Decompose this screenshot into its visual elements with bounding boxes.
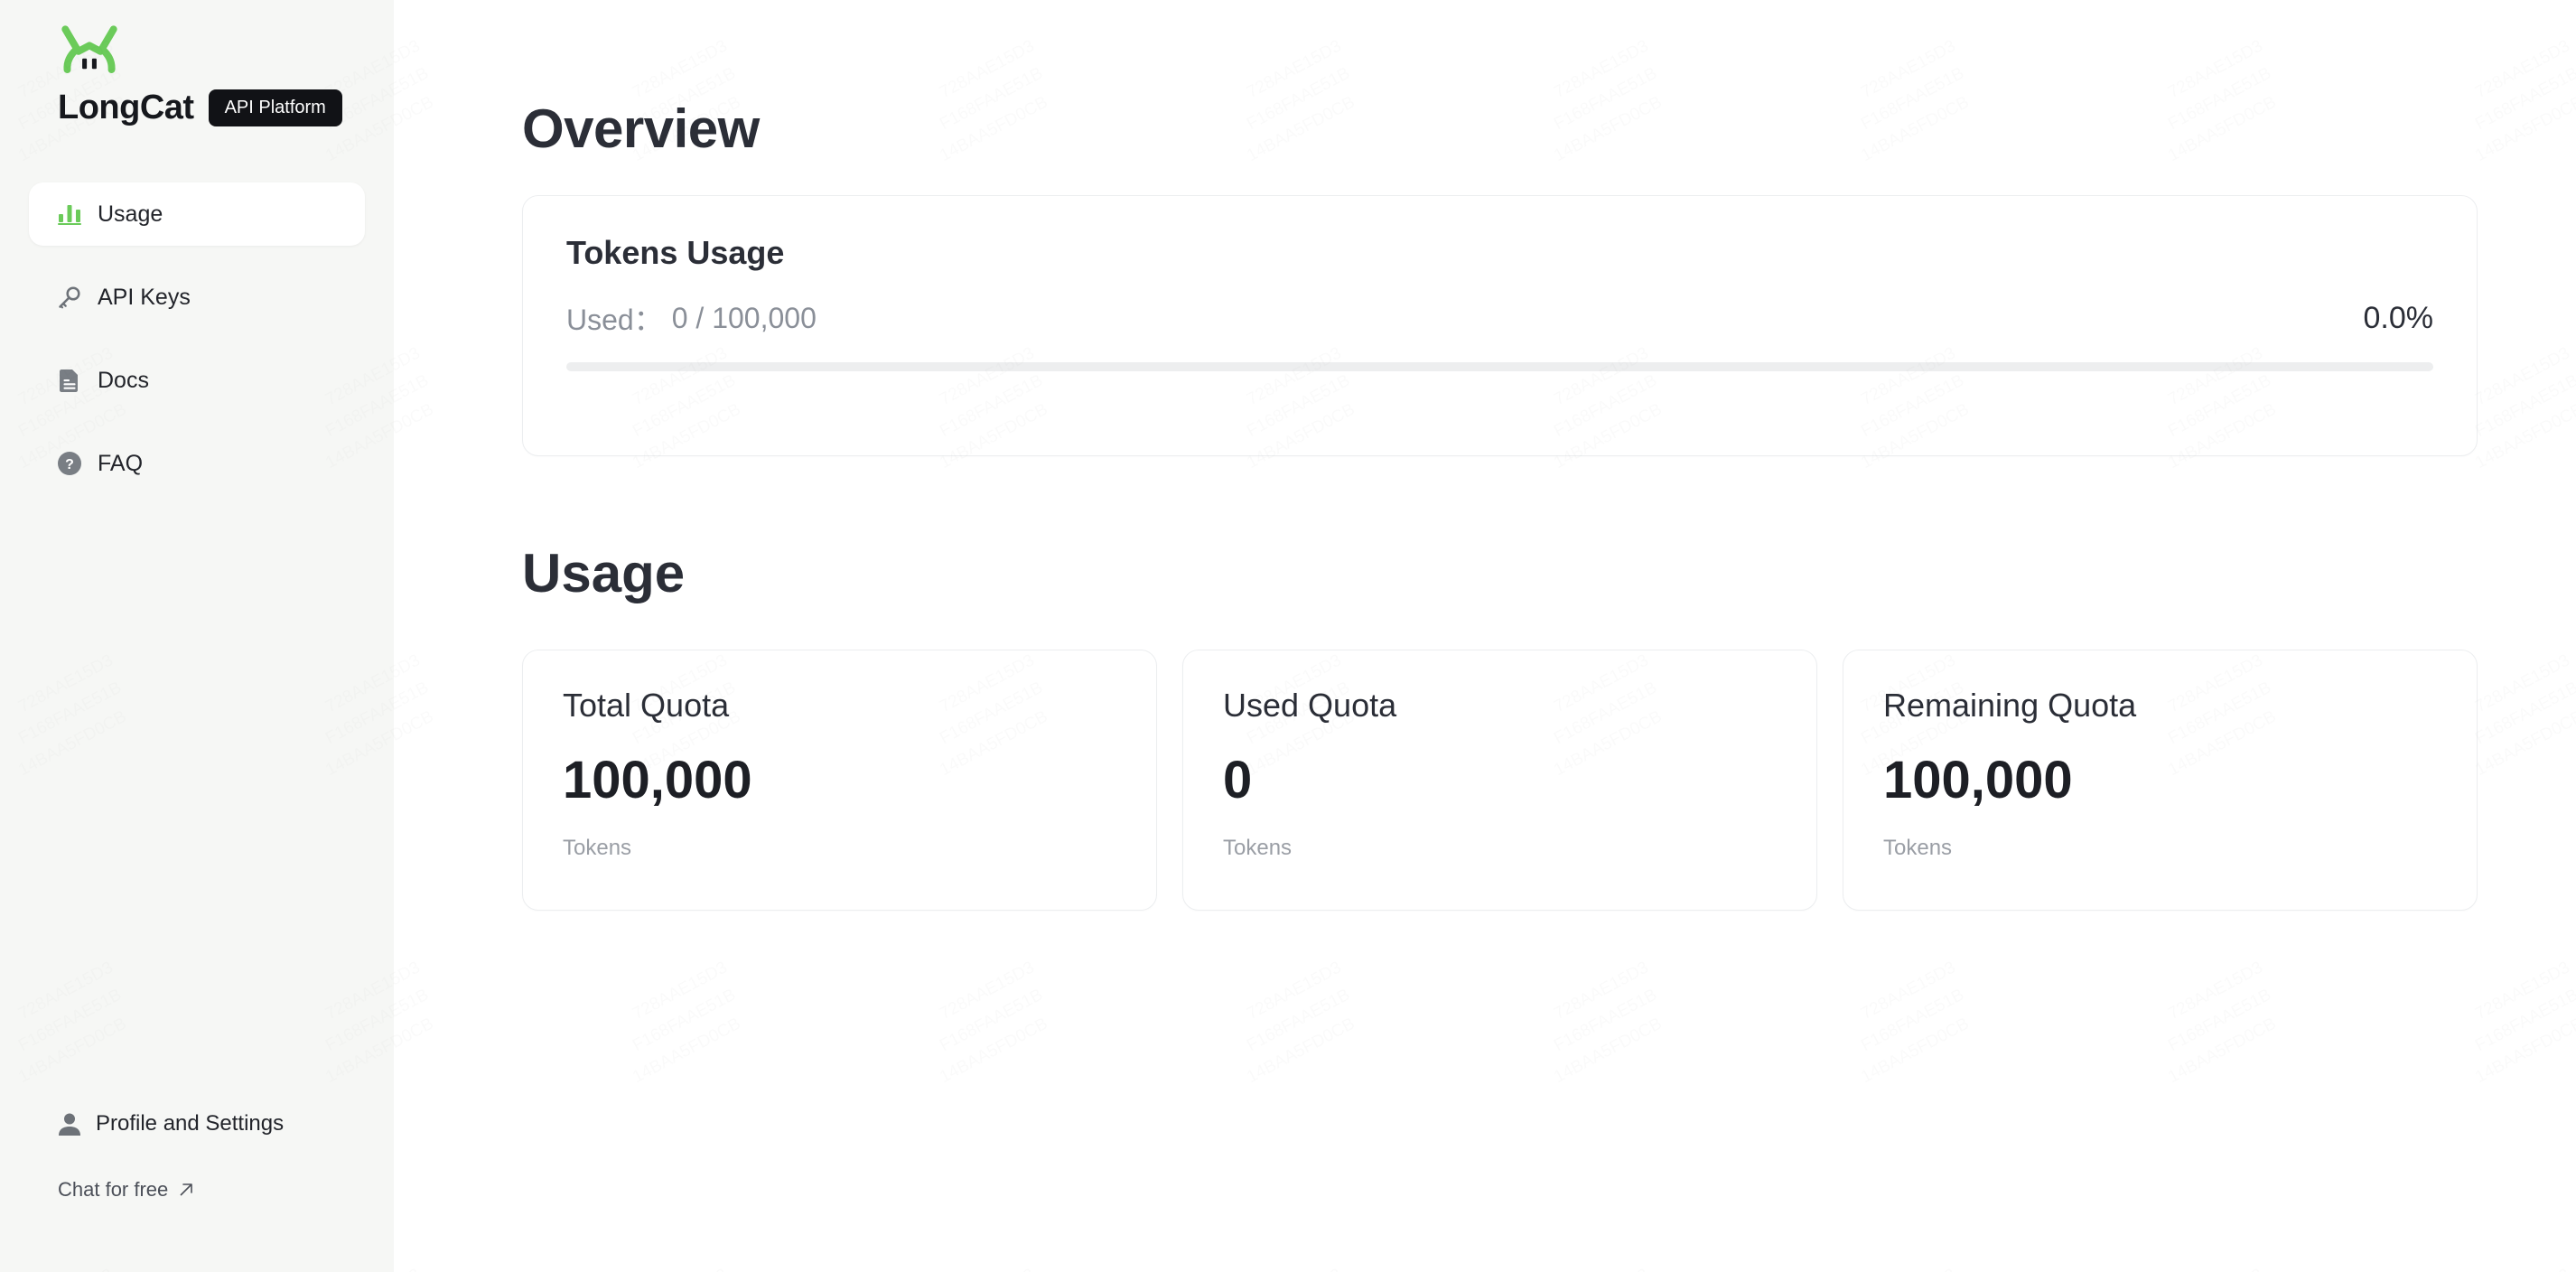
svg-text:?: ?	[65, 457, 74, 472]
